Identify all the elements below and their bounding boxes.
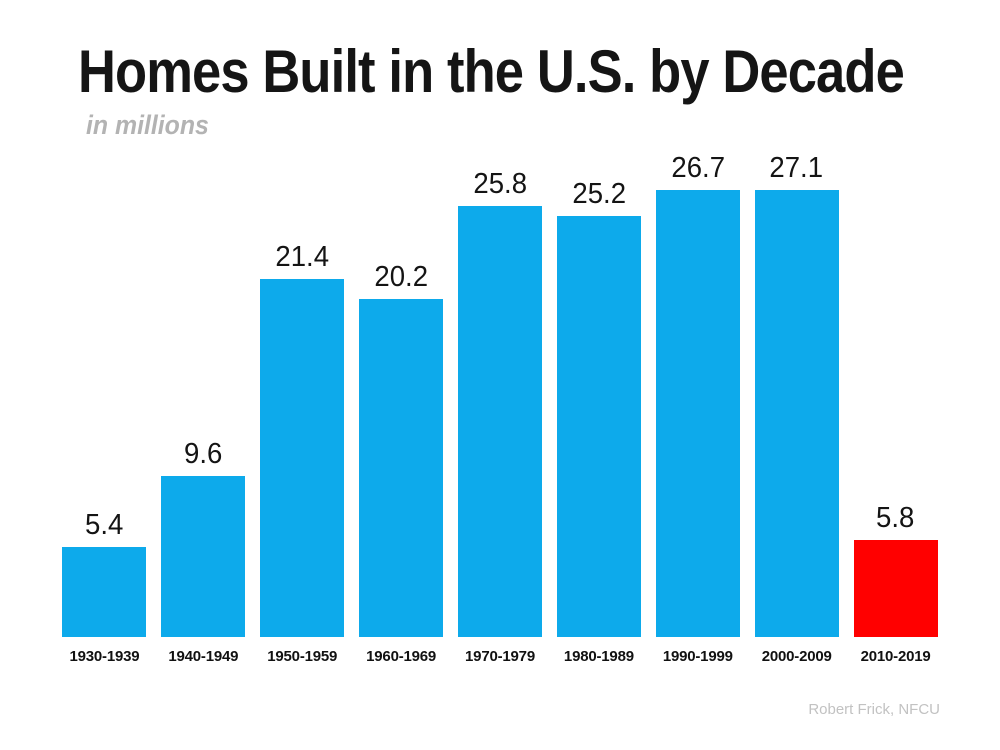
chart-subtitle: in millions: [86, 110, 209, 140]
bar: [260, 279, 345, 637]
x-axis-label: 1950-1959: [267, 648, 338, 665]
bar: [754, 190, 839, 637]
bar-group: 9.6 1940-1949: [154, 152, 253, 665]
bar-group: 5.8 2010-2019: [846, 152, 945, 665]
bar-group: 25.8 1970-1979: [451, 152, 550, 665]
x-axis-label: 1970-1979: [465, 648, 535, 665]
bar-value-label: 9.6: [184, 438, 223, 470]
x-axis-label: 1990-1999: [662, 648, 733, 665]
bar-value-label: 5.4: [85, 509, 124, 541]
x-axis-label: 1930-1939: [69, 648, 140, 665]
bar: [853, 540, 938, 637]
bar-value-label: 20.2: [374, 261, 428, 293]
bar-group: 20.2 1960-1969: [352, 152, 451, 665]
x-axis-label: 1960-1969: [366, 648, 437, 665]
bar-value-label: 27.1: [769, 152, 824, 184]
bar-value-label: 25.8: [473, 168, 527, 200]
bar-group: 5.4 1930-1939: [55, 152, 154, 665]
bar: [359, 299, 444, 637]
x-axis-label: 2000-2009: [761, 648, 832, 665]
bar: [457, 206, 543, 637]
bar-value-label: 25.2: [572, 178, 626, 210]
bar: [655, 190, 740, 637]
bar-group: 27.1 2000-2009: [747, 152, 846, 665]
bar: [62, 547, 147, 637]
bar-value-label: 5.8: [876, 502, 915, 534]
bar-group: 26.7 1990-1999: [648, 152, 747, 665]
x-axis-label: 1980-1989: [563, 648, 634, 665]
x-axis-label: 1940-1949: [168, 648, 239, 665]
bar: [556, 216, 641, 637]
bar: [161, 476, 246, 637]
bar-group: 21.4 1950-1959: [253, 152, 352, 665]
bar-value-label: 26.7: [670, 152, 725, 184]
credit-text: Robert Frick, NFCU: [808, 701, 940, 718]
x-axis-label: 2010-2019: [860, 648, 931, 665]
bar-group: 25.2 1980-1989: [549, 152, 648, 665]
chart-title: Homes Built in the U.S. by Decade: [78, 38, 905, 105]
bar-chart: 5.4 1930-1939 9.6 1940-1949 21.4 1950-1959 20.…: [55, 152, 945, 665]
bar-value-label: 21.4: [275, 241, 330, 273]
